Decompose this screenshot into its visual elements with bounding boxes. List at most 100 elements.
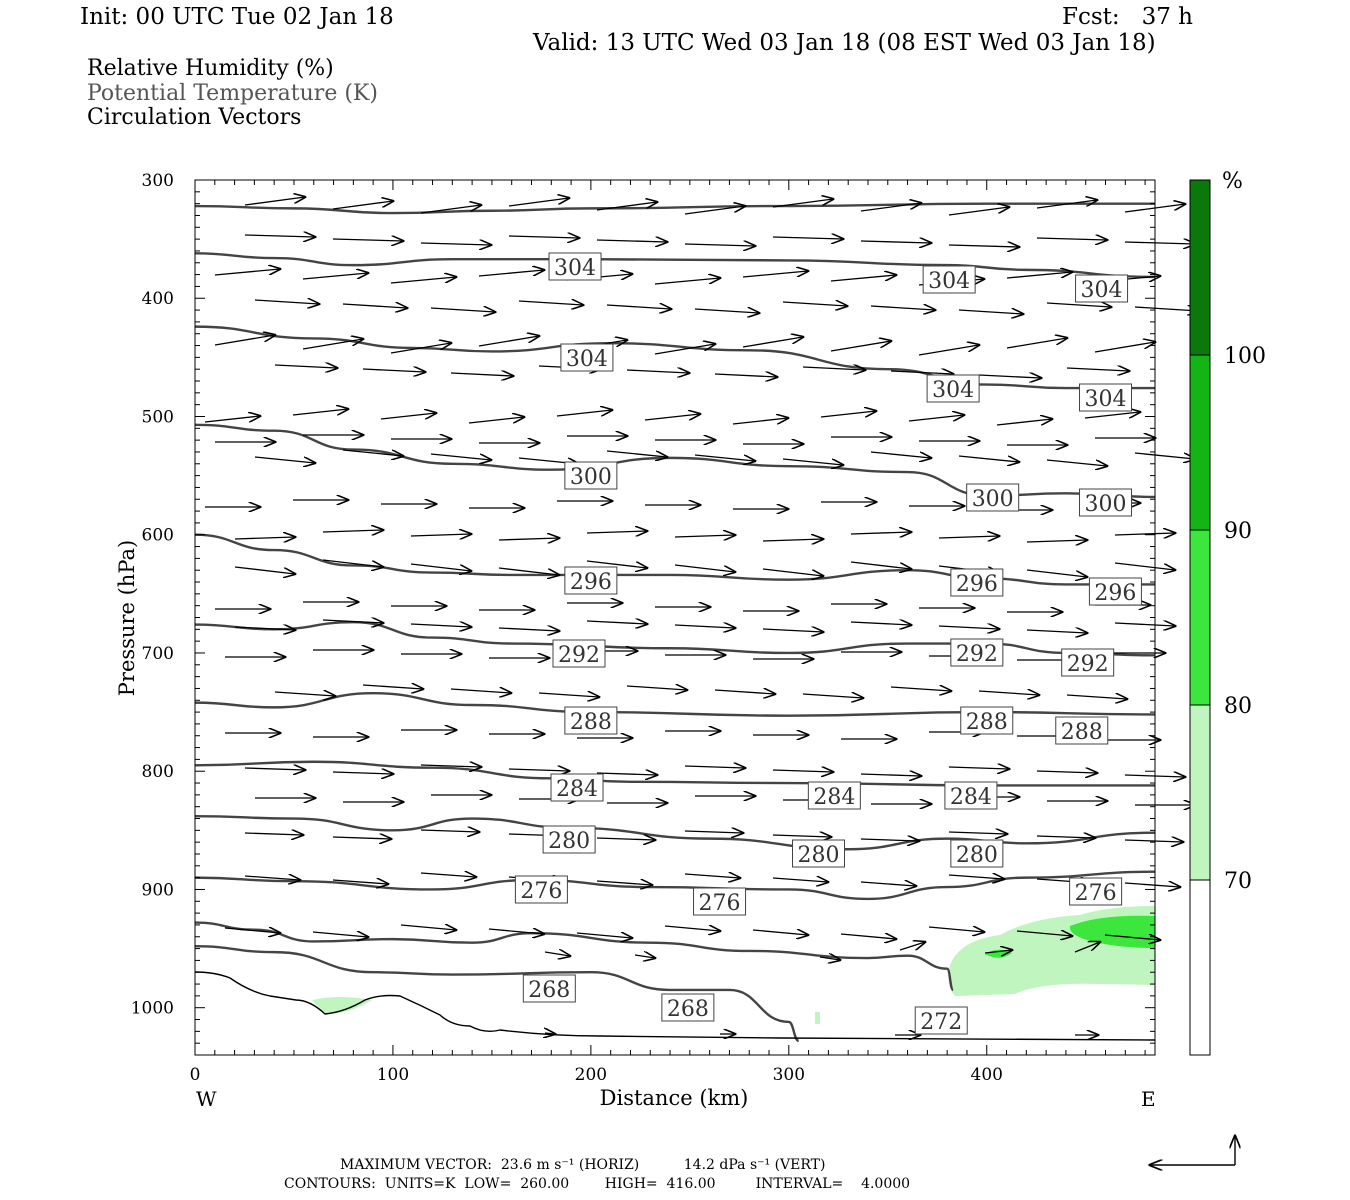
svg-text:296: 296 [570, 570, 612, 595]
circulation-vector [518, 301, 583, 305]
circulation-vector [244, 876, 300, 880]
contour-label-276-25: 276 [693, 887, 747, 916]
circulation-vector [478, 270, 544, 277]
circulation-vector [1036, 836, 1095, 838]
circulation-vector [478, 336, 539, 347]
circulation-vector [410, 624, 471, 627]
circulation-vector [802, 694, 863, 698]
circulation-vector [762, 629, 823, 632]
colorbar-80 [1189, 529, 1211, 706]
circulation-vector [362, 685, 423, 689]
circulation-vector [234, 566, 295, 574]
circulation-vector [380, 413, 436, 420]
x-tick-label: 400 [971, 1065, 1003, 1085]
circulation-vector [772, 199, 833, 208]
contour-label-304-3: 304 [560, 343, 614, 372]
circulation-vector [860, 241, 931, 243]
svg-text:276: 276 [1075, 881, 1117, 906]
isentrope-304-1 [194, 252, 1156, 279]
circulation-vector [1114, 533, 1175, 535]
rh-70-spot [312, 997, 372, 1014]
circulation-vector [1006, 338, 1067, 349]
contour-label-284-20: 284 [944, 781, 998, 810]
colorbar: % 70 80 90 100 [1189, 169, 1266, 1056]
circulation-vector [1026, 540, 1087, 542]
init-time: Init: 00 UTC Tue 02 Jan 18 [80, 4, 394, 30]
circulation-vector [830, 341, 891, 352]
y-tick-label: 800 [142, 762, 174, 782]
contour-label-304-5: 304 [1079, 383, 1133, 412]
circulation-vector [322, 559, 383, 567]
circulation-vector [420, 873, 476, 877]
circulation-vector [772, 237, 843, 239]
circulation-vector [450, 689, 511, 693]
circulation-vector [596, 202, 657, 211]
circulation-vector [772, 878, 828, 882]
y-tick-label: 700 [142, 644, 174, 664]
circulation-vector [654, 278, 720, 285]
circulation-vector [332, 880, 388, 884]
colorbar-label-90: 90 [1224, 519, 1252, 544]
max-vector-info: MAXIMUM VECTOR: 23.6 m s⁻¹ (HORIZ) 14.2 … [340, 1157, 826, 1173]
svg-text:292: 292 [1067, 652, 1109, 677]
circulation-vector [586, 531, 647, 533]
circulation-vector [420, 830, 479, 832]
circulation-vector [292, 409, 348, 416]
circulation-vector [626, 686, 687, 690]
circulation-vector [1036, 238, 1107, 240]
circulation-vector [830, 275, 896, 282]
circulation-vector [430, 308, 495, 312]
circulation-vector [1066, 695, 1127, 699]
circulation-vector [1134, 452, 1195, 459]
circulation-vector [674, 625, 735, 628]
circulation-vector [332, 239, 403, 241]
circulation-vector [996, 419, 1052, 426]
axis-tick-labels: 300 400 500 600 700 800 900 1000 0 100 200 300 400 [131, 171, 1003, 1085]
circulation-vector [674, 564, 735, 572]
circulation-vector [244, 833, 303, 835]
circulation-vector [782, 458, 843, 465]
circulation-vector [508, 236, 579, 238]
circulation-vector [508, 198, 569, 207]
svg-text:292: 292 [956, 642, 998, 667]
circulation-vector [214, 269, 280, 276]
circulation-vector [928, 927, 984, 932]
circulation-vector [342, 449, 403, 456]
contour-label-292-14: 292 [1061, 648, 1115, 677]
circulation-vector [362, 369, 425, 372]
circulation-vector [332, 837, 391, 839]
circulation-vector [596, 240, 667, 242]
circulation-vector [1006, 272, 1072, 279]
rh-80-region [1069, 915, 1155, 948]
contour-label-276-24: 276 [514, 875, 568, 904]
circulation-vector [322, 620, 383, 623]
circulation-vector [1114, 562, 1175, 570]
colorbar-label-70: 70 [1224, 869, 1252, 894]
circulation-vector [234, 627, 295, 630]
contour-label-300-7: 300 [966, 483, 1020, 512]
circulation-vector [332, 201, 393, 210]
circulation-vector [958, 310, 1023, 314]
circulation-vector [802, 367, 865, 370]
svg-text:304: 304 [1085, 387, 1127, 412]
circulation-vector [714, 374, 777, 377]
circulation-vector [938, 536, 999, 538]
circulation-vector [234, 537, 295, 539]
colorbar-100 [1189, 179, 1211, 356]
svg-text:268: 268 [667, 997, 709, 1022]
isentrope-300-2 [194, 325, 1155, 390]
circulation-vector [1046, 303, 1111, 307]
circulation-vector [410, 534, 471, 536]
circulation-vector [908, 415, 964, 422]
circulation-vector [819, 957, 840, 960]
svg-text:288: 288 [570, 710, 612, 735]
x-axis-label: Distance (km) [600, 1086, 749, 1110]
circulation-vector [214, 335, 275, 346]
circulation-vector [1026, 630, 1087, 633]
y-tick-label: 1000 [131, 999, 174, 1019]
circulation-vector [820, 411, 876, 418]
svg-text:292: 292 [558, 643, 600, 668]
circulation-vector [850, 532, 911, 534]
circulation-vector [254, 300, 319, 304]
circulation-vector [860, 882, 916, 886]
